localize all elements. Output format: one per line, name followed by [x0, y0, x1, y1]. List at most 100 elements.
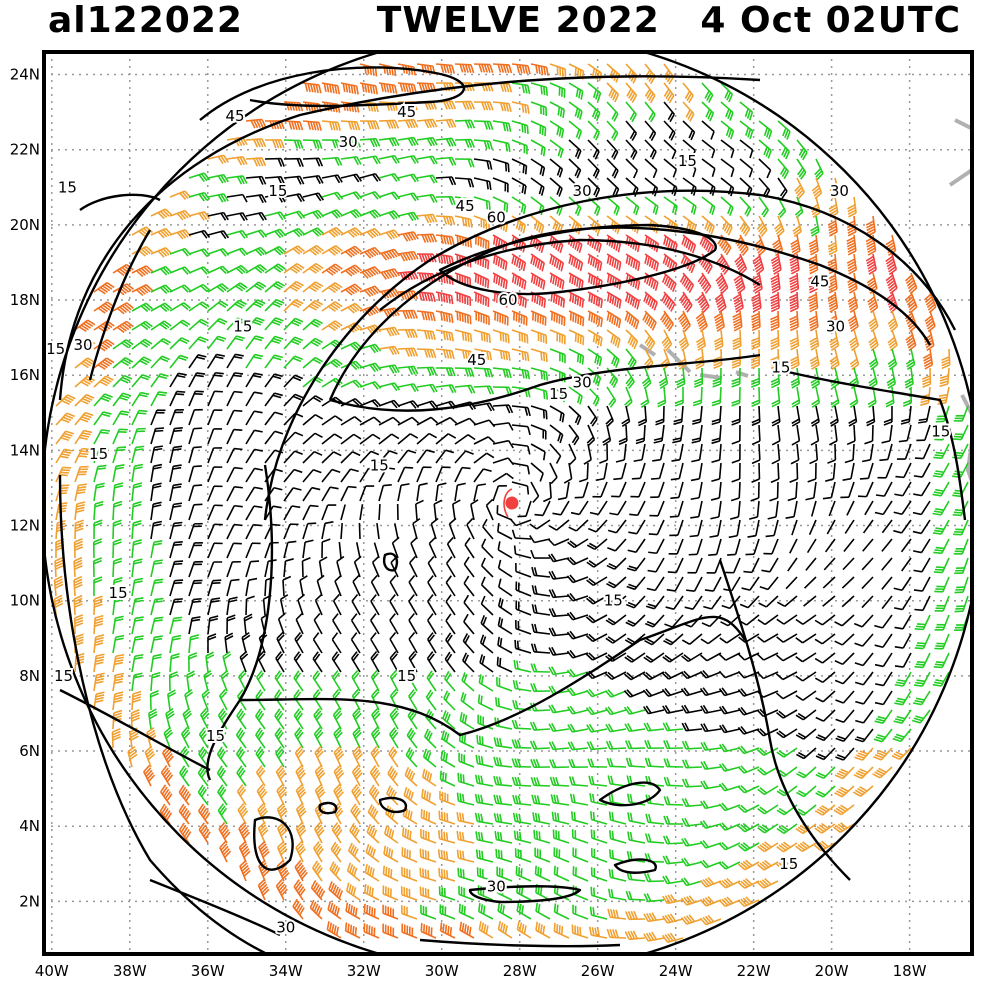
wind-barb [389, 594, 399, 616]
wind-barb [207, 317, 228, 331]
wind-barb [302, 175, 324, 185]
wind-barb [789, 329, 800, 351]
wind-barb [551, 811, 570, 825]
wind-barb [226, 596, 238, 616]
wind-barb [93, 282, 115, 295]
wind-barb [226, 409, 243, 426]
wind-barb [371, 688, 380, 711]
wind-barb [283, 505, 301, 521]
wind-barb [188, 427, 203, 445]
wind-barb [435, 215, 456, 226]
wind-barb [552, 500, 570, 516]
wind-barb [624, 652, 646, 663]
wind-barb [711, 405, 722, 426]
wind-barb [397, 483, 410, 502]
contour-label: 15 [771, 359, 790, 377]
storm-center-dot [505, 496, 519, 510]
wind-barb [745, 538, 760, 556]
wind-barb [397, 192, 420, 202]
wind-barb [331, 670, 342, 692]
wind-barb [378, 467, 396, 483]
wind-barb [678, 329, 690, 352]
wind-barb [855, 709, 874, 724]
wind-barb [283, 468, 303, 483]
wind-barb [427, 632, 437, 654]
wind-barb [74, 501, 86, 521]
lon-label: 40W [35, 962, 69, 980]
wind-barb [635, 424, 646, 445]
wind-barb [480, 557, 494, 578]
wind-barb [321, 226, 344, 238]
wind-barb [657, 386, 667, 408]
wind-barb [511, 120, 529, 135]
wind-barb [188, 652, 198, 673]
wind-barb [459, 712, 475, 730]
wind-barb [169, 319, 191, 331]
wind-barb [894, 481, 912, 497]
wind-barb [459, 921, 475, 939]
wind-barb [789, 310, 799, 332]
wind-barb [112, 596, 124, 616]
wind-barb [535, 921, 551, 939]
wind-barb [661, 932, 684, 944]
wind-barb [663, 758, 684, 768]
wind-barb [350, 632, 361, 654]
wind-barb [365, 843, 380, 863]
wind-barb [682, 215, 697, 234]
wind-barb [625, 291, 640, 310]
wind-barb [226, 428, 243, 445]
wind-barb [274, 670, 285, 692]
wind-barb [275, 746, 285, 768]
wind-barb [566, 668, 589, 678]
wind-barb [827, 234, 838, 256]
wind-barb [283, 210, 306, 220]
wind-barb [739, 158, 754, 178]
wind-barb [293, 879, 306, 901]
wind-barb [93, 429, 111, 445]
wind-barb [340, 283, 363, 296]
wind-barb [511, 529, 532, 540]
wind-barb [663, 196, 678, 215]
wind-barb [814, 671, 836, 684]
wind-barb [389, 574, 399, 597]
wind-barb [131, 302, 154, 313]
wind-barb [359, 398, 382, 408]
contour-label: 30 [830, 182, 849, 200]
wind-barb [435, 482, 447, 502]
wind-barb [359, 343, 382, 354]
wind-barb [607, 908, 627, 920]
wind-barb [914, 633, 931, 650]
wind-barb [201, 688, 211, 711]
wind-barb [313, 612, 323, 635]
wind-barb [848, 329, 860, 352]
wind-barb [302, 432, 323, 445]
wind-barb [405, 747, 418, 768]
wind-barb [696, 291, 710, 314]
wind-barb [776, 747, 798, 758]
wind-barb [644, 873, 665, 883]
wind-barb [645, 595, 665, 610]
wind-barb [550, 794, 570, 806]
wind-barb [756, 708, 779, 718]
wind-barb [835, 728, 855, 742]
wind-barb [566, 705, 589, 715]
wind-barb [275, 651, 285, 673]
wind-barb [618, 424, 628, 446]
wind-barb [751, 462, 761, 483]
wind-barb [352, 745, 364, 768]
wind-barb [805, 481, 817, 501]
wind-barb [854, 633, 874, 647]
wind-barb [642, 671, 665, 681]
wind-barb [188, 301, 210, 312]
wind-barb [466, 517, 475, 540]
wind-barb [218, 688, 228, 711]
wind-barb [822, 481, 836, 500]
wind-barb [791, 519, 798, 536]
wind-barb [868, 329, 879, 352]
wind-barb [644, 120, 657, 141]
wind-barb [397, 154, 419, 164]
wind-barb [794, 177, 805, 200]
wind-barb [585, 614, 608, 624]
wind-barb [340, 245, 363, 258]
wind-barb [586, 576, 608, 587]
